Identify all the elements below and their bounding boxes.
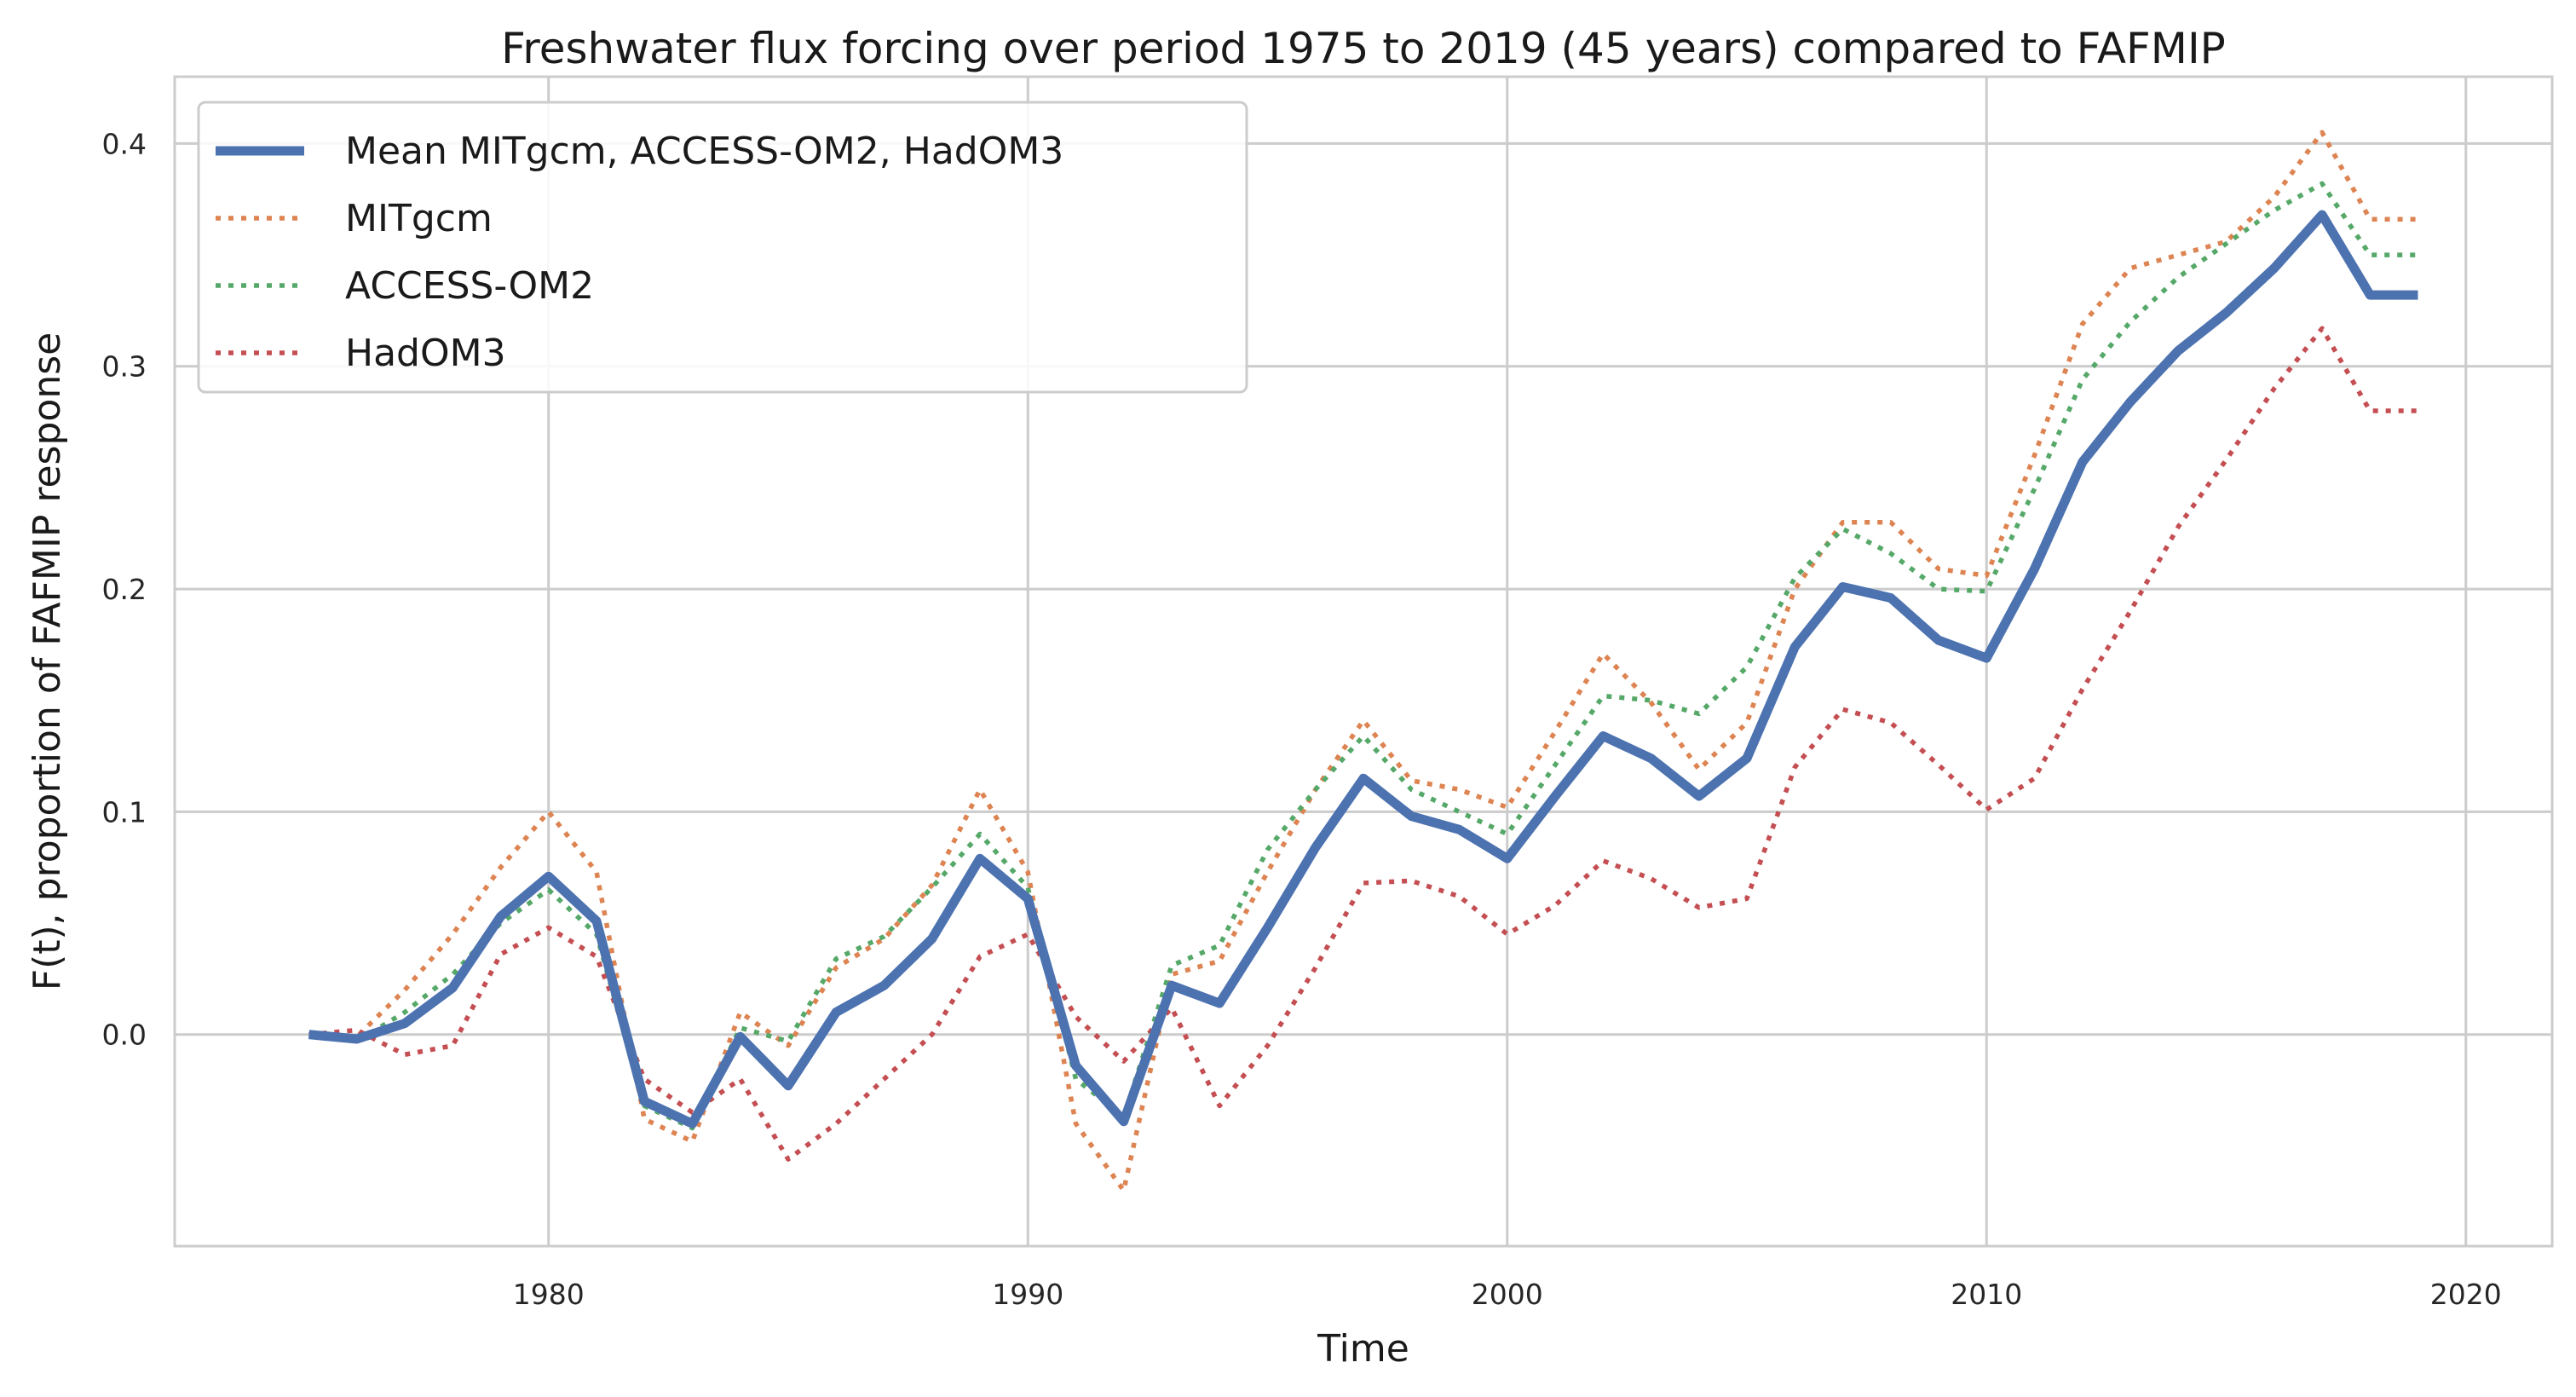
y-tick-label: 0.0	[102, 1019, 147, 1052]
y-tick-label: 0.4	[102, 127, 147, 160]
legend-label-0: Mean MITgcm, ACCESS-OM2, HadOM3	[345, 130, 1063, 173]
y-tick-label: 0.1	[102, 795, 147, 828]
x-tick-label: 1990	[992, 1278, 1063, 1311]
series-line-3	[308, 326, 2418, 1162]
x-tick-label: 2020	[2430, 1278, 2502, 1311]
x-tick-label: 1980	[513, 1278, 585, 1311]
legend-label-2: ACCESS-OM2	[345, 264, 594, 308]
tick-labels: 1980 1990 2000 2010 2020 0.0 0.1 0.2 0.3 0.4	[102, 127, 2502, 1311]
legend-box	[197, 101, 1248, 394]
series-line-1	[308, 130, 2418, 1193]
y-tick-label: 0.2	[102, 573, 147, 606]
x-tick-label: 2000	[1472, 1278, 1543, 1311]
plot-area	[173, 75, 2554, 1248]
legend-label-1: MITgcm	[345, 197, 493, 240]
x-tick-label: 2010	[1951, 1278, 2022, 1311]
legend-label-3: HadOM3	[345, 332, 506, 375]
y-tick-label: 0.3	[102, 350, 147, 384]
y-axis-label: F(t), proportion of FAFMIP response	[26, 332, 69, 990]
x-axis-label: Time	[1317, 1327, 1409, 1371]
legend: Mean MITgcm, ACCESS-OM2, HadOM3 MITgcm ACC…	[197, 101, 1248, 394]
series-line-0	[308, 210, 2418, 1129]
series-lines	[308, 130, 2418, 1193]
chart-title: Freshwater flux forcing over period 1975…	[501, 24, 2226, 73]
